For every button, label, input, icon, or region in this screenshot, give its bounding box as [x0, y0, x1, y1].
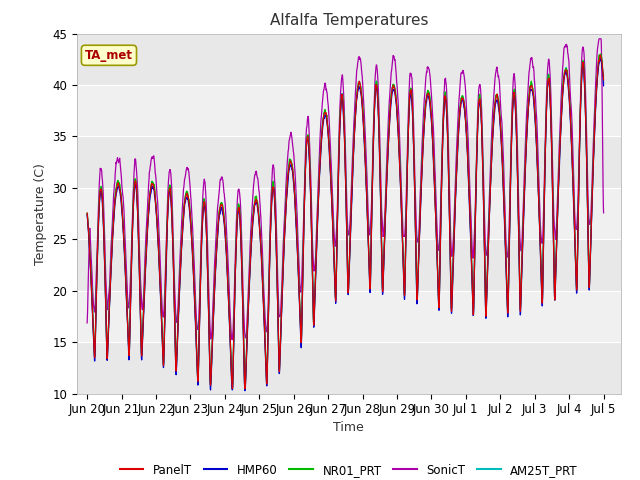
Y-axis label: Temperature (C): Temperature (C) [34, 163, 47, 264]
Bar [77, 85, 621, 136]
Text: TA_met: TA_met [85, 49, 133, 62]
Bar [77, 342, 621, 394]
Bar [77, 291, 621, 342]
Bar [77, 188, 621, 240]
Title: Alfalfa Temperatures: Alfalfa Temperatures [269, 13, 428, 28]
Legend: PanelT, HMP60, NR01_PRT, SonicT, AM25T_PRT: PanelT, HMP60, NR01_PRT, SonicT, AM25T_P… [115, 459, 582, 480]
Bar [77, 34, 621, 85]
Bar [77, 136, 621, 188]
Bar [77, 240, 621, 291]
X-axis label: Time: Time [333, 421, 364, 434]
